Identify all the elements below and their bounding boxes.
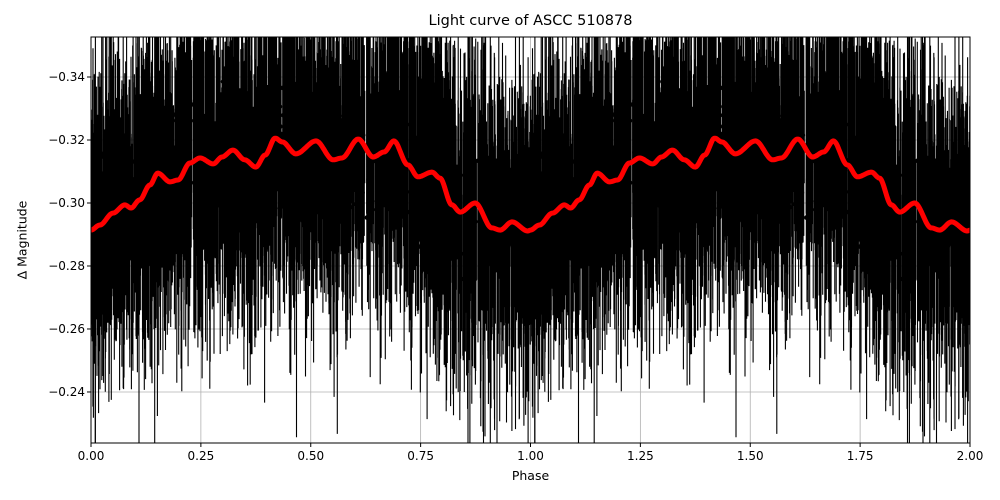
observation-points	[91, 37, 970, 443]
y-tick-label: −0.30	[48, 195, 85, 210]
y-tick-label: −0.32	[48, 132, 85, 147]
x-tick-label: 0.00	[77, 449, 105, 463]
x-tick-label: 0.25	[187, 449, 215, 463]
y-tick-label: −0.28	[48, 258, 85, 273]
y-tick-label: −0.26	[48, 321, 85, 336]
model-curve	[91, 135, 970, 234]
x-tick-label: 1.50	[736, 449, 764, 463]
chart-title: Light curve of ASCC 510878	[428, 13, 633, 29]
x-tick-label: 1.75	[846, 449, 874, 463]
x-tick-label: 0.75	[407, 449, 434, 463]
y-tick-label: −0.24	[48, 384, 85, 399]
x-tick-label: 1.25	[627, 449, 654, 463]
x-tick-label: 2.00	[956, 449, 984, 463]
x-axis-label: Phase	[511, 468, 550, 483]
x-tick-label: 0.50	[297, 449, 325, 463]
x-tick-label: 1.00	[517, 449, 544, 463]
y-tick-label: −0.34	[48, 70, 85, 84]
axis-ticks	[87, 76, 971, 447]
